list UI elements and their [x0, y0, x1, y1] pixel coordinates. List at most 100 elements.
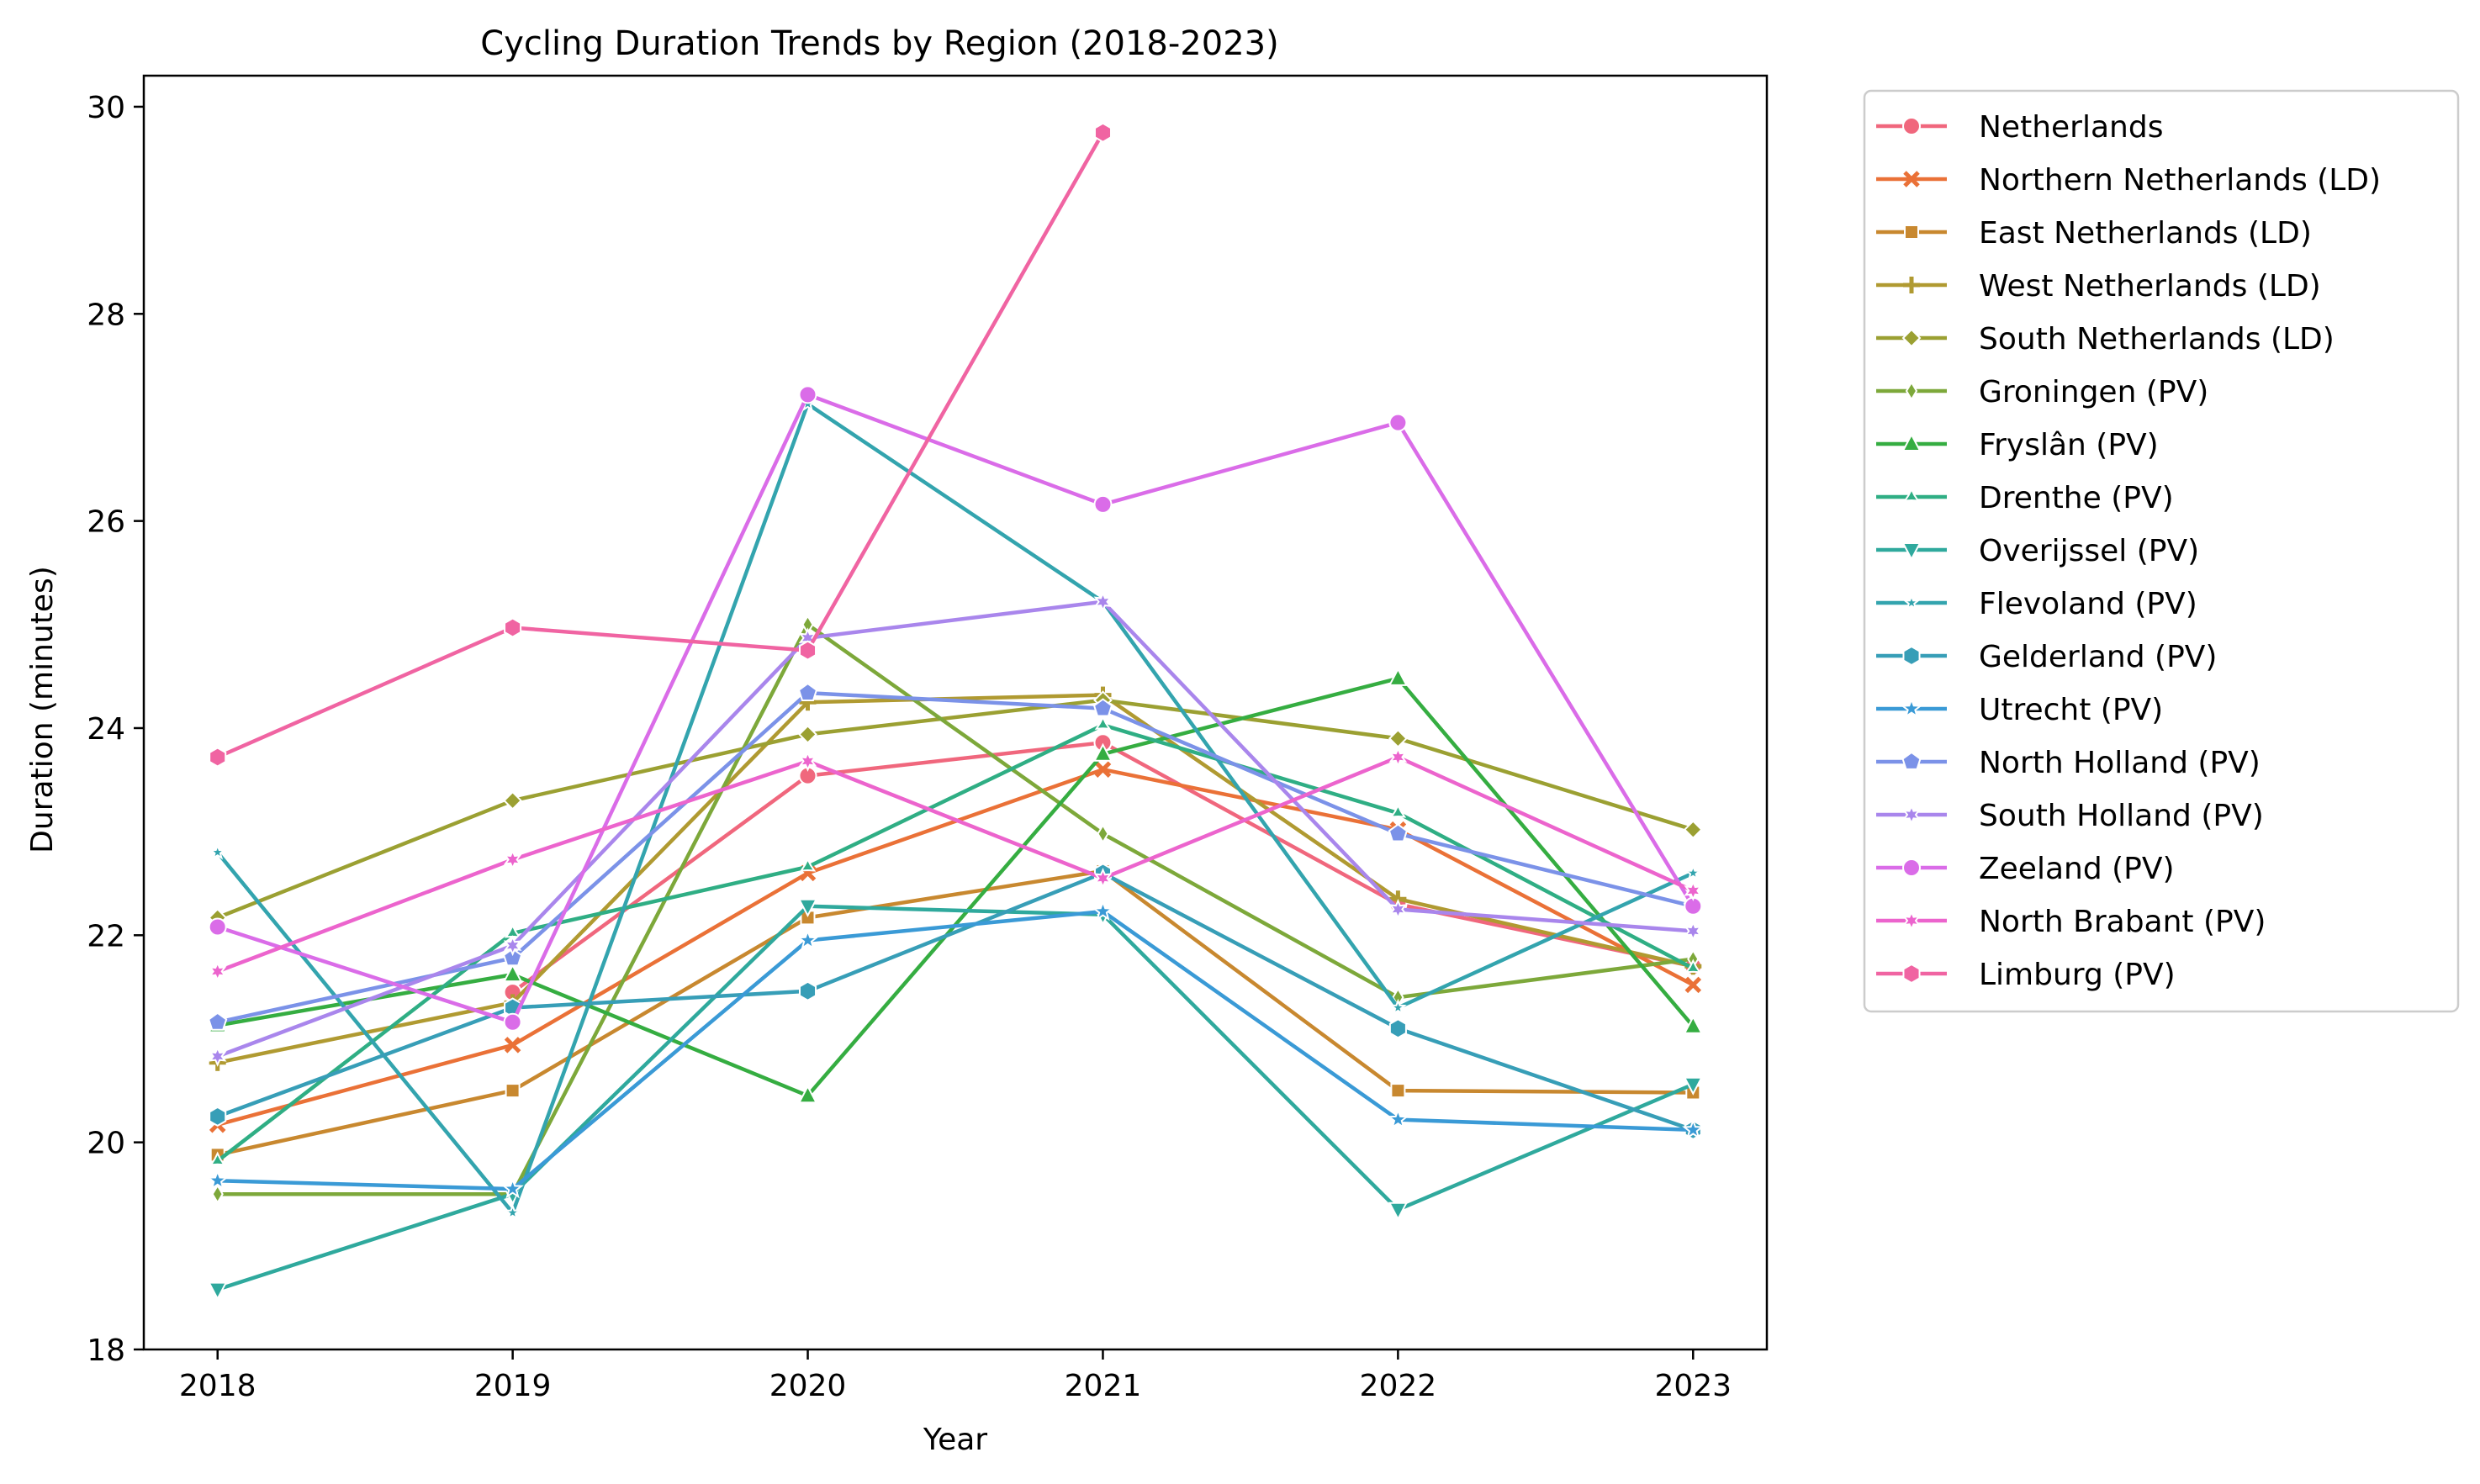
data-point: [504, 617, 522, 638]
data-point: [503, 790, 523, 811]
legend-entry: Limburg (PV): [1876, 958, 2176, 992]
data-point: [1389, 998, 1407, 1016]
data-point: [209, 747, 227, 768]
y-tick-label: 26: [87, 505, 125, 540]
data-point: [1092, 900, 1114, 922]
legend-frame: [1863, 89, 2460, 1013]
series-line: [215, 871, 1695, 1133]
series-8: [208, 898, 1703, 1301]
data-point: [1094, 761, 1112, 778]
legend-marker: [1900, 697, 1923, 719]
data-point: [209, 1106, 227, 1128]
y-tick-label: 20: [87, 1127, 125, 1161]
legend-entry: East Netherlands (LD): [1876, 216, 2312, 251]
data-point: [1092, 698, 1113, 717]
data-point: [1388, 1018, 1407, 1039]
legend-entry: Drenthe (PV): [1876, 481, 2174, 515]
data-point: [797, 1085, 818, 1104]
data-point: [1684, 863, 1702, 881]
series-line: [215, 869, 1695, 1157]
legend-entry: North Holland (PV): [1876, 746, 2261, 780]
data-point: [1093, 494, 1113, 514]
legend-label: Drenthe (PV): [1979, 481, 2174, 515]
legend-label: Overijssel (PV): [1979, 534, 2199, 568]
legend-marker: [1902, 117, 1921, 135]
legend-marker: [1901, 542, 1922, 562]
data-point: [503, 1012, 522, 1032]
data-point: [1092, 742, 1113, 762]
series-line: [215, 755, 1695, 974]
series-line: [215, 402, 1695, 1215]
x-tick-label: 2020: [769, 1369, 847, 1403]
legend-label: South Holland (PV): [1979, 799, 2264, 833]
data-point: [799, 857, 817, 872]
series-line: [215, 767, 1695, 1127]
legend-label: Northern Netherlands (LD): [1979, 163, 2381, 198]
data-point: [1388, 667, 1409, 686]
data-point: [503, 848, 522, 870]
data-point: [1094, 716, 1112, 730]
data-point: [1684, 959, 1702, 974]
legend-entry: North Brabant (PV): [1876, 905, 2266, 939]
data-point: [798, 385, 817, 404]
data-point: [1683, 820, 1703, 840]
legend-entry: Netherlands: [1876, 110, 2163, 145]
data-point: [1388, 747, 1408, 768]
legend-label: Flevoland (PV): [1979, 587, 2197, 621]
data-point: [798, 724, 817, 744]
legend-label: Zeeland (PV): [1979, 852, 2175, 886]
data-point: [798, 980, 817, 1001]
legend-label: Groningen (PV): [1979, 375, 2208, 409]
series-10: [209, 863, 1702, 1141]
legend-entry: Zeeland (PV): [1876, 852, 2175, 886]
data-point: [503, 935, 522, 957]
data-point: [1093, 122, 1113, 143]
legend-label: Gelderland (PV): [1979, 640, 2217, 674]
legend-marker: [1901, 751, 1922, 770]
legend-entry: Fryslân (PV): [1876, 428, 2159, 462]
series-5: [211, 614, 1700, 1205]
series-line: [215, 690, 1695, 1025]
legend-entry: Gelderland (PV): [1876, 640, 2217, 674]
legend-entry: Flevoland (PV): [1876, 587, 2197, 621]
data-point: [1388, 728, 1408, 748]
data-point: [1684, 920, 1703, 942]
data-point: [798, 640, 817, 661]
y-tick-label: 18: [87, 1333, 125, 1368]
legend-label: South Netherlands (LD): [1979, 322, 2335, 356]
legend-entry: South Holland (PV): [1876, 799, 2264, 833]
data-point: [798, 750, 817, 772]
data-point: [209, 842, 226, 860]
legend-entry: South Netherlands (LD): [1876, 322, 2335, 356]
data-point: [1684, 879, 1703, 901]
data-point: [1093, 868, 1113, 890]
series-16: [209, 122, 1113, 768]
legend-label: West Netherlands (LD): [1979, 269, 2321, 304]
series-15: [208, 747, 1703, 982]
legend-label: Fryslân (PV): [1979, 428, 2159, 462]
legend-marker: [1902, 594, 1921, 610]
series-line: [215, 693, 1695, 1065]
data-point: [796, 928, 819, 950]
data-point: [1388, 823, 1409, 842]
data-point: [208, 960, 227, 982]
legend-marker: [1903, 277, 1920, 293]
data-point: [1093, 591, 1113, 613]
data-point: [502, 963, 523, 983]
series-14: [208, 385, 1703, 1032]
series-line: [215, 909, 1695, 1191]
x-axis-label: Year: [923, 1423, 987, 1457]
legend: Netherlands Northern Netherlands (LD) East…: [1863, 89, 2460, 1013]
data-point: [208, 1045, 227, 1067]
plot-frame: [142, 74, 1769, 1351]
legend-label: North Holland (PV): [1979, 746, 2261, 780]
data-point: [208, 917, 227, 937]
series-line: [215, 904, 1695, 1291]
legend-marker: [1902, 645, 1921, 667]
data-point: [208, 1281, 228, 1301]
legend-entry: Utrecht (PV): [1876, 693, 2163, 727]
series-line: [215, 723, 1695, 1164]
